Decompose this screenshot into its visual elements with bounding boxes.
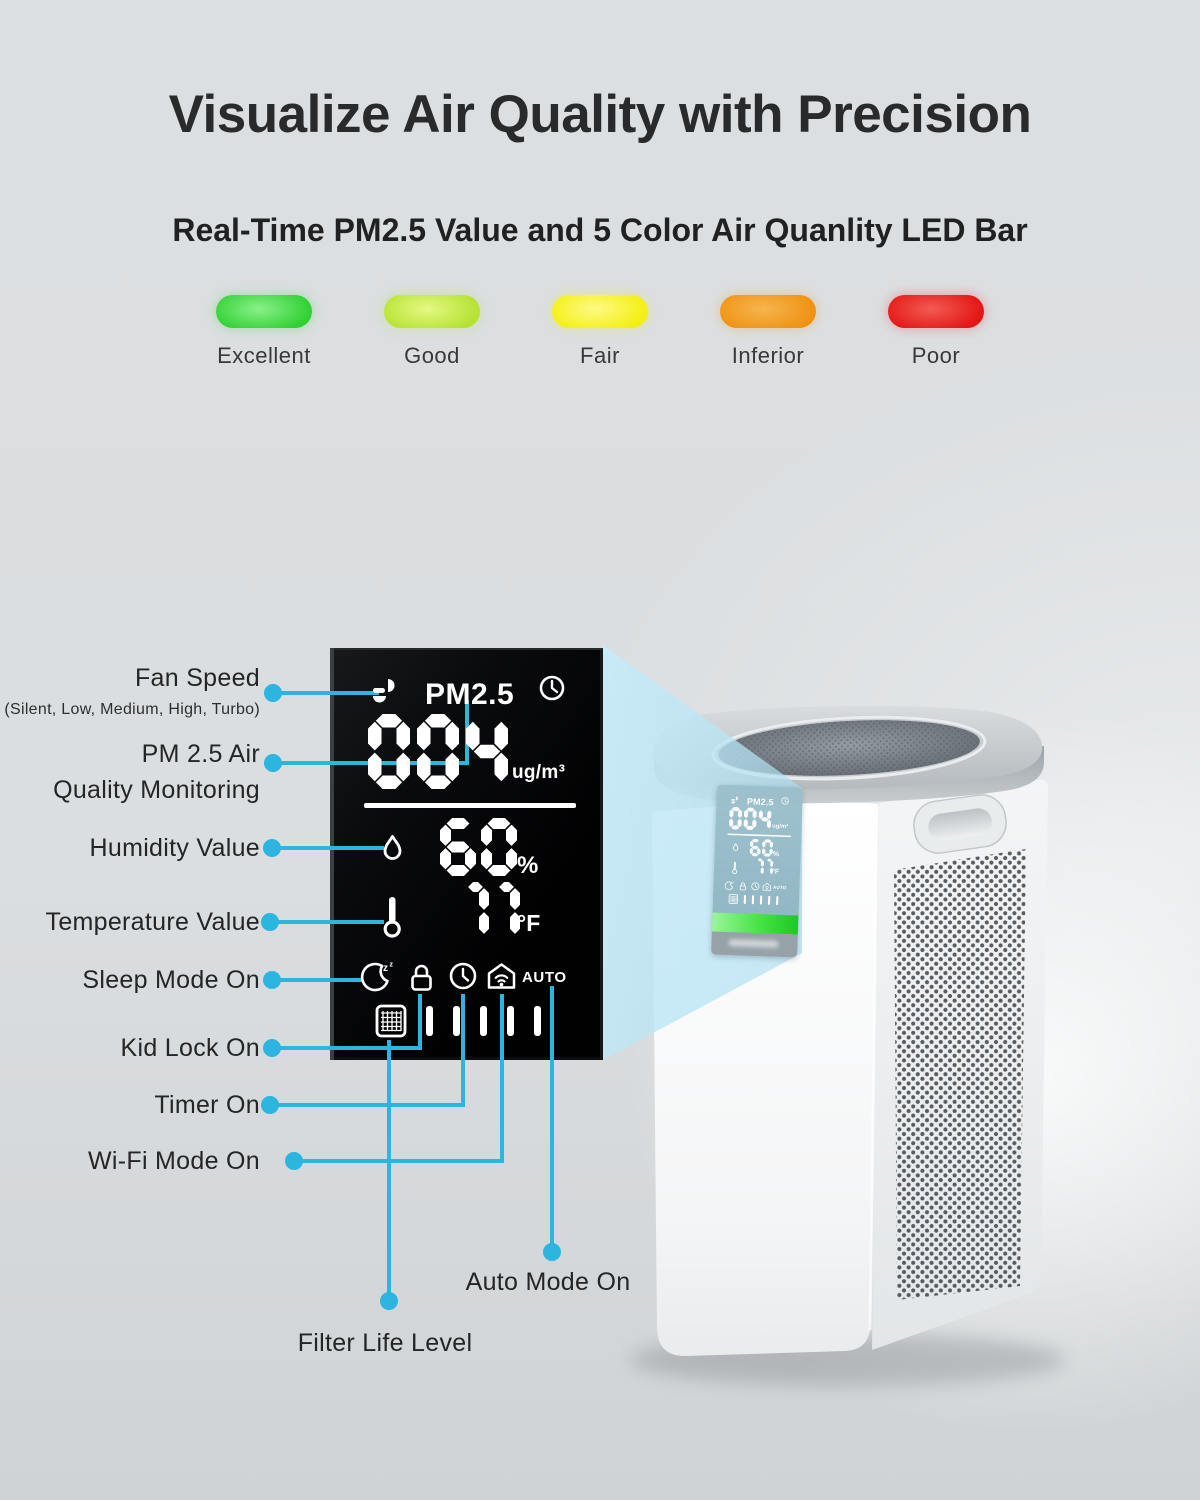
filter-life-bar [759,895,763,905]
filter-icon [375,1004,407,1038]
display-divider [364,803,576,808]
svg-text:z: z [733,882,734,884]
led-pill [216,295,312,328]
product-display-screen: PM2.5 ug/m³ % °F [711,784,803,958]
callout-fan-speed-sub: (Silent, Low, Medium, High, Turbo) [4,701,260,718]
filter-life-bar [426,1006,433,1036]
kid-lock-icon [739,882,746,891]
temperature-unit: °F [771,867,780,876]
pm25-label: PM2.5 [425,678,515,711]
callout-sleep: Sleep Mode On [82,966,260,994]
led-label: Fair [580,343,620,368]
temperature-value [755,858,774,877]
callout-timer: Timer On [154,1091,260,1119]
sleep-moon-icon: z z [724,881,735,891]
led-label: Poor [911,343,961,368]
filter-life-bar [751,895,755,905]
pm25-unit: ug/m³ [772,822,789,830]
led-pill [888,295,984,328]
timer-clock-icon [751,882,760,891]
display-divider [727,833,792,838]
wifi-home-icon [487,963,516,989]
filter-life-bar [767,895,771,905]
callout-filter: Filter Life Level [297,1329,473,1357]
pm25-label: PM2.5 [746,796,774,808]
fan-grille [710,715,988,781]
callout-auto: Auto Mode On [465,1268,631,1296]
filter-icon [728,894,739,905]
led-label: Excellent [217,343,311,368]
sleep-moon-icon: z z [360,962,394,992]
wifi-home-icon [762,882,772,891]
filter-life-bar [743,894,747,905]
humidity-unit: % [517,852,539,879]
page-title: Visualize Air Quality with Precision [168,85,1032,144]
led-level: Good [384,295,480,368]
callout-wifi: Wi-Fi Mode On [88,1147,260,1175]
led-pill [384,295,480,328]
led-pill [720,295,816,328]
humidity-droplet-icon [732,843,739,851]
filter-life-bar [507,1006,514,1036]
led-level-row: Excellent Good Fair Inferior Poor [0,295,1200,368]
humidity-droplet-icon [383,835,402,860]
led-label: Inferior [731,343,805,368]
product-perforation [894,849,1026,1300]
fan-speed-icon [373,679,395,703]
callout-pm25-line1: PM 2.5 Air [141,740,260,768]
pm25-unit: ug/m³ [512,762,566,783]
humidity-value [440,818,517,881]
fan-speed-icon [731,796,738,804]
clock-icon [781,797,789,805]
mini-display-content: PM2.5 ug/m³ % °F [715,787,801,913]
led-level: Excellent [216,295,312,368]
display-panel: PM2.5 ug/m³ % °F [330,648,603,1060]
humidity-value [749,838,774,859]
callout-humidity: Humidity Value [89,834,260,862]
temperature-unit: °F [517,910,541,936]
humidity-unit: % [772,849,780,859]
handle [913,794,1007,854]
mini-logo-band [711,931,798,958]
callout-pm25-line2: Quality Monitoring [53,776,260,804]
filter-life-bar [776,896,779,906]
timer-clock-icon [449,962,477,990]
led-level: Poor [888,295,984,368]
product-corner-highlight [868,805,879,1331]
auto-mode-label: AUTO [522,969,567,986]
pm25-value [368,714,508,794]
page-subtitle: Real-Time PM2.5 Value and 5 Color Air Qu… [172,212,1028,248]
led-pill [552,295,648,328]
thermometer-icon [732,861,738,875]
led-label: Good [404,343,460,368]
filter-life-bar [534,1006,541,1036]
svg-text:z: z [390,962,394,969]
thermometer-icon [383,897,401,938]
led-level: Fair [552,295,648,368]
svg-text:z: z [731,881,733,885]
filter-life-bar [480,1006,487,1036]
callout-temperature: Temperature Value [45,908,260,936]
svg-text:z: z [383,963,388,974]
temperature-value [462,882,520,945]
clock-icon [539,675,565,701]
led-level: Inferior [720,295,816,368]
auto-mode-label: AUTO [772,884,787,891]
kid-lock-icon [411,964,432,991]
filter-life-bar [453,1006,460,1036]
callout-fan-speed: Fan Speed [134,664,260,692]
pm25-value [728,806,772,832]
callout-kid-lock: Kid Lock On [120,1034,260,1062]
